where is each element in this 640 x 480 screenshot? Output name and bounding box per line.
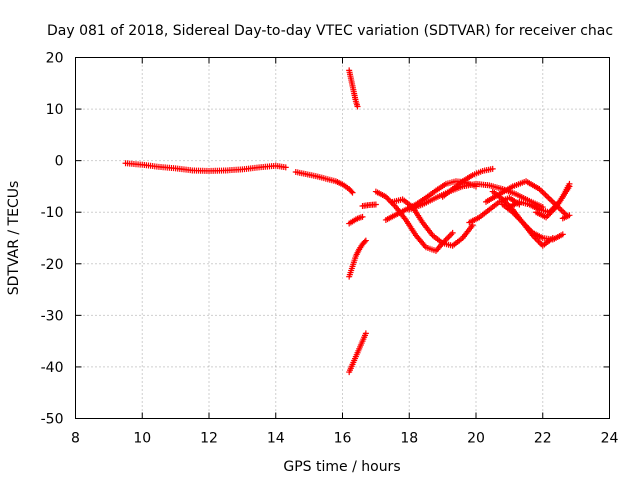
data-point	[539, 188, 546, 195]
data-point	[540, 190, 547, 197]
y-tick-label: 10	[46, 102, 64, 118]
x-tick-label: 20	[467, 431, 485, 447]
data-point	[559, 231, 566, 238]
x-tick-label: 18	[400, 431, 418, 447]
x-tick-label: 8	[71, 431, 80, 447]
y-tick-label: -40	[41, 360, 64, 376]
x-axis-label: GPS time / hours	[283, 459, 400, 475]
x-tick-label: 22	[534, 431, 552, 447]
data-point	[354, 103, 361, 110]
y-tick-label: 20	[46, 51, 64, 67]
y-axis-label: SDTVAR / TECUs	[6, 181, 22, 296]
y-tick-label: 0	[55, 154, 64, 170]
data-point	[449, 229, 456, 236]
data-point	[549, 235, 556, 241]
data-point	[348, 188, 355, 195]
data-point	[359, 213, 366, 220]
data-point	[545, 194, 552, 201]
x-tick-label: 14	[267, 431, 285, 447]
data-point	[445, 234, 452, 241]
data-marks	[122, 67, 573, 376]
data-point	[548, 197, 555, 204]
y-tick-label: -50	[41, 412, 64, 428]
axis-ticks	[75, 57, 610, 419]
data-point	[489, 165, 496, 172]
data-point	[361, 238, 368, 245]
data-point	[349, 189, 356, 196]
x-tick-label: 12	[200, 431, 218, 447]
data-point	[446, 232, 453, 239]
data-point	[560, 208, 567, 215]
y-tick-label: -20	[41, 257, 64, 273]
chart-title: Day 081 of 2018, Sidereal Day-to-day VTE…	[47, 23, 613, 39]
data-point	[346, 369, 353, 376]
data-point	[539, 204, 546, 211]
data-point	[542, 191, 549, 198]
data-point	[362, 237, 369, 244]
y-tick-label: -10	[41, 205, 64, 221]
grid	[75, 57, 610, 419]
data-point	[372, 201, 379, 208]
data-point	[566, 180, 573, 187]
x-tick-label: 24	[601, 431, 619, 447]
data-point	[448, 231, 455, 238]
x-tick-label: 10	[133, 431, 151, 447]
x-tick-labels: 8 10 12 14 16 18 20 22 24	[71, 431, 618, 447]
data-point	[282, 164, 289, 171]
data-point	[566, 212, 573, 219]
y-tick-labels: 20 10 0 -10 -20 -30 -40 -50	[41, 51, 64, 428]
x-tick-label: 16	[334, 431, 352, 447]
data-point	[546, 196, 553, 203]
data-point	[543, 193, 550, 200]
y-tick-label: -30	[41, 308, 64, 324]
